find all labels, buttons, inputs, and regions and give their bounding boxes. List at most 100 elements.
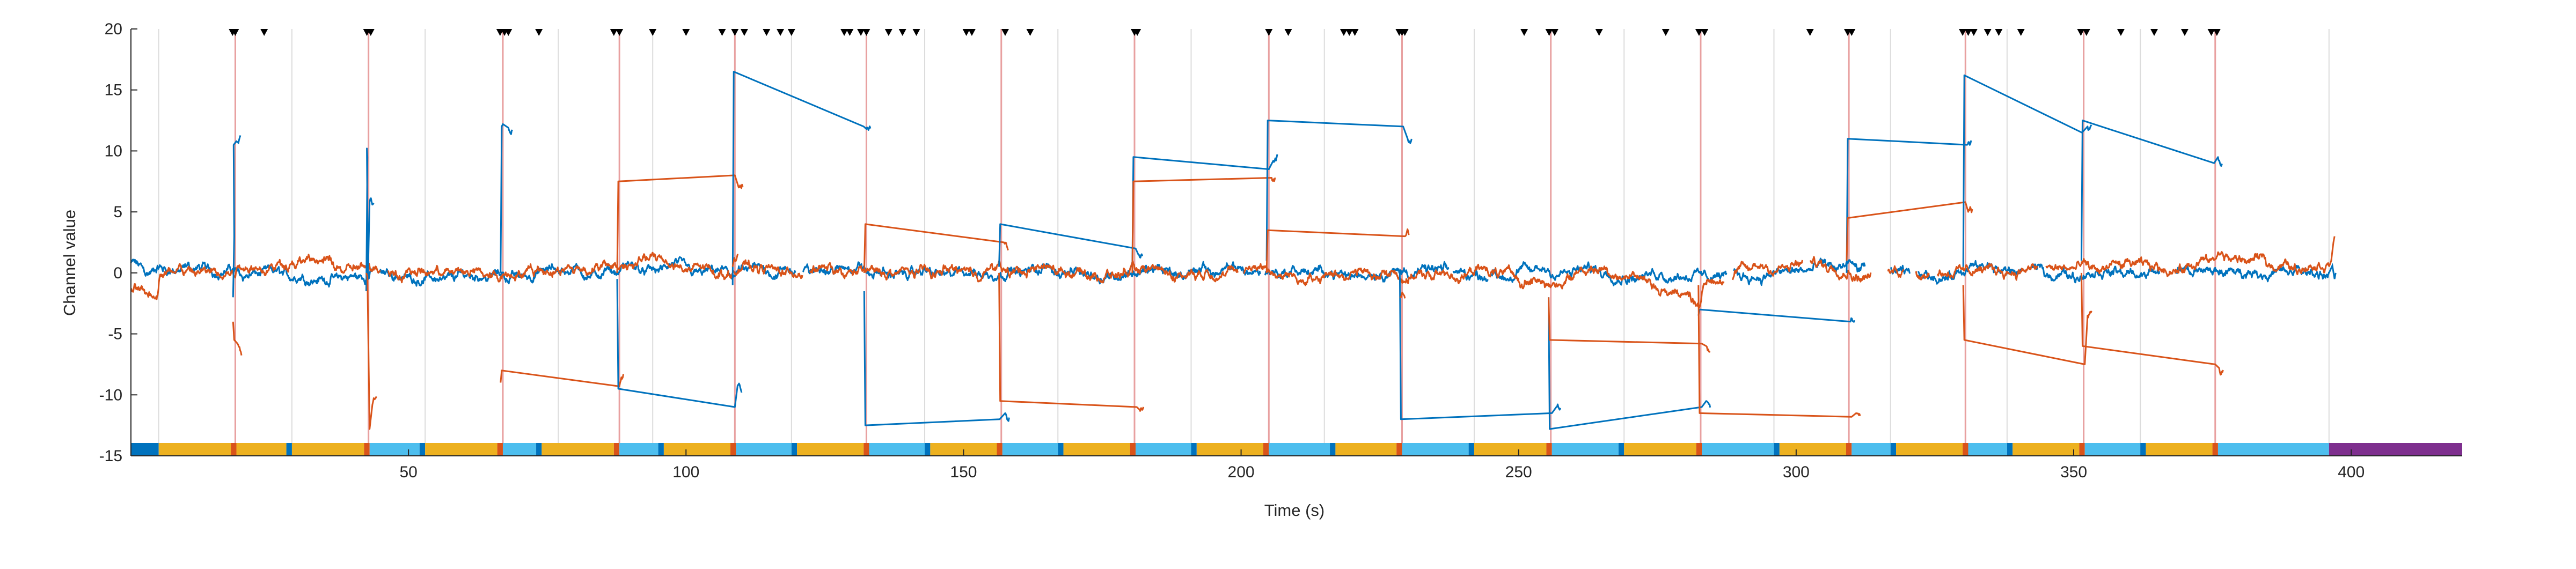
- phase-segment: [869, 443, 925, 456]
- event-marker: [1351, 29, 1359, 36]
- phase-segment: [1702, 443, 1774, 456]
- event-spike: [1846, 201, 1973, 261]
- series-line-tail: [2328, 236, 2336, 268]
- event-marker: [2117, 29, 2125, 36]
- event-spike: [1265, 120, 1413, 261]
- event-marker: [846, 29, 854, 36]
- event-spike: [1131, 154, 1278, 270]
- event-marker: [1595, 29, 1603, 36]
- phase-segment: [1552, 443, 1619, 456]
- event-marker: [1964, 29, 1972, 36]
- phase-segment: [369, 443, 420, 456]
- phase-segment: [613, 443, 620, 456]
- series-line: [1243, 263, 1725, 308]
- phase-segment: [1968, 443, 2007, 456]
- phase-segment: [131, 443, 159, 456]
- event-marker: [535, 29, 543, 36]
- phase-segment: [1263, 443, 1269, 456]
- event-spike: [616, 174, 744, 273]
- event-marker: [1970, 29, 1978, 36]
- event-marker: [2077, 29, 2085, 36]
- event-marker: [1520, 29, 1528, 36]
- event-marker: [1545, 29, 1553, 36]
- event-marker: [1401, 29, 1409, 36]
- event-marker: [857, 29, 865, 36]
- phase-segment: [1468, 443, 1474, 456]
- event-marker: [1026, 29, 1034, 36]
- grid-lines: [158, 29, 2330, 443]
- series-line: [1733, 257, 1866, 286]
- phase-segment: [1896, 443, 1963, 456]
- event-spike: [1400, 291, 1406, 299]
- event-spike: [1265, 228, 1410, 273]
- event-marker: [1340, 29, 1348, 36]
- series-line: [1732, 260, 1803, 280]
- phase-segment: [1196, 443, 1263, 456]
- event-marker: [260, 29, 268, 36]
- phase-segment: [2329, 443, 2462, 456]
- event-marker: [862, 29, 870, 36]
- event-spike: [1399, 272, 1561, 420]
- event-spike: [365, 147, 375, 292]
- phase-segment: [2140, 443, 2146, 456]
- event-spike: [863, 223, 1009, 273]
- phase-segment: [541, 443, 614, 456]
- event-marker: [1284, 29, 1292, 36]
- event-spike: [731, 254, 739, 267]
- phase-segment: [536, 443, 542, 456]
- series-line-tail: [2328, 263, 2337, 279]
- event-spike: [998, 272, 1145, 412]
- y-axis-label: Channel value: [60, 210, 79, 316]
- event-marker: [2207, 29, 2215, 36]
- y-tick-label: -10: [99, 386, 122, 404]
- phase-segment: [1774, 443, 1780, 456]
- event-spike: [1548, 297, 1711, 430]
- phase-segment: [231, 443, 237, 456]
- phase-segment: [1546, 443, 1552, 456]
- phase-segment: [1002, 443, 1058, 456]
- y-tick-label: 0: [113, 264, 122, 282]
- event-spike: [998, 223, 1144, 267]
- event-spike: [1697, 308, 1856, 323]
- series-line: [1917, 260, 2024, 285]
- phase-bar: [131, 443, 2462, 456]
- phase-segment: [658, 443, 664, 456]
- phase-segment: [797, 443, 864, 456]
- series-line: [1452, 268, 1489, 282]
- event-spike: [863, 291, 1010, 426]
- event-lines: [234, 29, 2216, 443]
- phase-segment: [291, 443, 364, 456]
- event-spike: [1846, 138, 1972, 273]
- phase-segment: [1474, 443, 1547, 456]
- x-tick-label: 350: [2060, 463, 2087, 481]
- x-tick-label: 400: [2338, 463, 2365, 481]
- event-marker: [787, 29, 795, 36]
- series-line: [1809, 256, 1872, 283]
- event-marker: [898, 29, 906, 36]
- phase-segment: [1136, 443, 1191, 456]
- event-marker: [1995, 29, 2003, 36]
- event-marker: [884, 29, 892, 36]
- event-marker: [1133, 29, 1141, 36]
- event-marker: [504, 29, 513, 36]
- data-series: [130, 71, 2337, 430]
- phase-segment: [791, 443, 797, 456]
- event-marker: [649, 29, 657, 36]
- x-tick-label: 200: [1228, 463, 1255, 481]
- event-spike: [232, 135, 241, 298]
- event-spike: [2081, 120, 2223, 261]
- phase-segment: [236, 443, 287, 456]
- event-spike: [232, 321, 243, 356]
- event-markers: [229, 29, 2221, 36]
- phase-segment: [419, 443, 426, 456]
- event-marker: [367, 29, 375, 36]
- series-line: [378, 256, 796, 287]
- event-spike: [500, 370, 625, 387]
- y-tick-label: 20: [105, 20, 122, 38]
- phase-segment: [1191, 443, 1197, 456]
- event-marker: [2180, 29, 2189, 36]
- phase-segment: [1335, 443, 1397, 456]
- event-marker: [1806, 29, 1814, 36]
- phase-segment: [2012, 443, 2080, 456]
- series-line: [2031, 263, 2161, 284]
